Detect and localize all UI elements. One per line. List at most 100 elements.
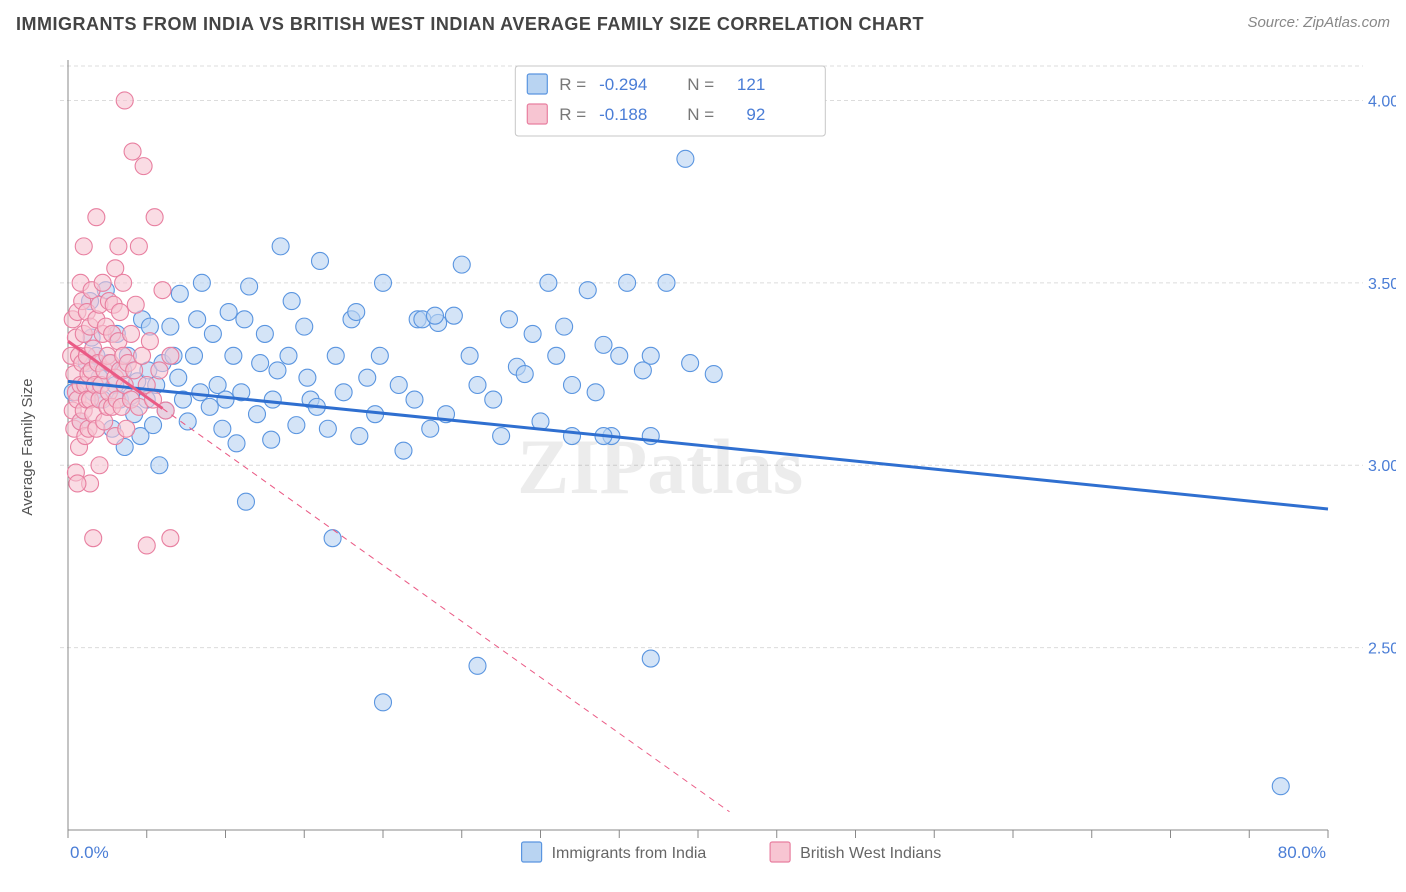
data-point: [111, 304, 128, 321]
data-point: [359, 369, 376, 386]
data-point: [249, 406, 266, 423]
source-label: Source: ZipAtlas.com: [1247, 14, 1390, 31]
data-point: [115, 274, 132, 291]
data-point: [192, 384, 209, 401]
data-point: [179, 413, 196, 430]
stats-n-label: N =: [687, 75, 714, 94]
data-point: [371, 347, 388, 364]
y-axis-label: Average Family Size: [19, 378, 36, 515]
y-tick-label: 3.00: [1368, 458, 1396, 475]
data-point: [375, 694, 392, 711]
data-point: [312, 252, 329, 269]
data-point: [241, 278, 258, 295]
data-point: [162, 318, 179, 335]
data-point: [351, 428, 368, 445]
data-point: [469, 657, 486, 674]
data-point: [75, 238, 92, 255]
data-point: [642, 650, 659, 667]
data-point: [453, 256, 470, 273]
series: [63, 92, 179, 554]
data-point: [564, 428, 581, 445]
x-min-label: 0.0%: [70, 843, 109, 862]
data-point: [485, 391, 502, 408]
data-point: [151, 457, 168, 474]
data-point: [283, 293, 300, 310]
data-point: [324, 530, 341, 547]
stats-r-label: R =: [559, 105, 586, 124]
data-point: [135, 158, 152, 175]
data-point: [91, 457, 108, 474]
data-point: [445, 307, 462, 324]
watermark: ZIPatlas: [517, 423, 803, 510]
legend-swatch: [522, 842, 542, 862]
data-point: [204, 325, 221, 342]
stats-r-label: R =: [559, 75, 586, 94]
data-point: [116, 92, 133, 109]
data-point: [501, 311, 518, 328]
stats-swatch: [527, 104, 547, 124]
x-max-label: 80.0%: [1278, 843, 1326, 862]
data-point: [225, 347, 242, 364]
data-point: [220, 304, 237, 321]
y-tick-label: 3.50: [1368, 276, 1396, 293]
data-point: [556, 318, 573, 335]
y-tick-label: 2.50: [1368, 641, 1396, 658]
data-point: [141, 333, 158, 350]
data-point: [461, 347, 478, 364]
chart-area: 2.50 3.00 3.50 4.00 0.0% 80.0% Average Family …: [10, 46, 1396, 882]
data-point: [269, 362, 286, 379]
data-point: [469, 376, 486, 393]
data-point: [201, 398, 218, 415]
data-point: [422, 420, 439, 437]
data-point: [348, 304, 365, 321]
data-point: [705, 366, 722, 383]
data-point: [170, 369, 187, 386]
data-point: [252, 355, 269, 372]
legend-swatch: [770, 842, 790, 862]
data-point: [85, 530, 102, 547]
data-point: [634, 362, 651, 379]
data-point: [154, 282, 171, 299]
data-point: [228, 435, 245, 452]
data-point: [186, 347, 203, 364]
data-point: [299, 369, 316, 386]
data-point: [94, 274, 111, 291]
stats-n-value: 92: [746, 105, 765, 124]
data-point: [264, 391, 281, 408]
stats-swatch: [527, 74, 547, 94]
data-point: [237, 493, 254, 510]
data-point: [682, 355, 699, 372]
data-point: [263, 431, 280, 448]
data-point: [130, 238, 147, 255]
stats-n-label: N =: [687, 105, 714, 124]
legend-label: British West Indians: [800, 845, 941, 862]
data-point: [658, 274, 675, 291]
data-point: [548, 347, 565, 364]
data-point: [395, 442, 412, 459]
data-point: [189, 311, 206, 328]
data-point: [151, 362, 168, 379]
data-point: [138, 537, 155, 554]
data-point: [171, 285, 188, 302]
data-point: [564, 376, 581, 393]
data-point: [611, 347, 628, 364]
data-point: [236, 311, 253, 328]
y-tick-label: 4.00: [1368, 93, 1396, 110]
data-point: [426, 307, 443, 324]
stats-r-value: -0.294: [599, 75, 647, 94]
data-point: [217, 391, 234, 408]
data-point: [272, 238, 289, 255]
data-point: [677, 150, 694, 167]
data-point: [406, 391, 423, 408]
data-point: [587, 384, 604, 401]
data-point: [595, 336, 612, 353]
stats-r-value: -0.188: [599, 105, 647, 124]
data-point: [375, 274, 392, 291]
data-point: [146, 209, 163, 226]
chart-title: IMMIGRANTS FROM INDIA VS BRITISH WEST IN…: [16, 14, 1390, 35]
data-point: [493, 428, 510, 445]
data-point: [145, 417, 162, 434]
data-point: [124, 143, 141, 160]
data-point: [214, 420, 231, 437]
data-point: [516, 366, 533, 383]
